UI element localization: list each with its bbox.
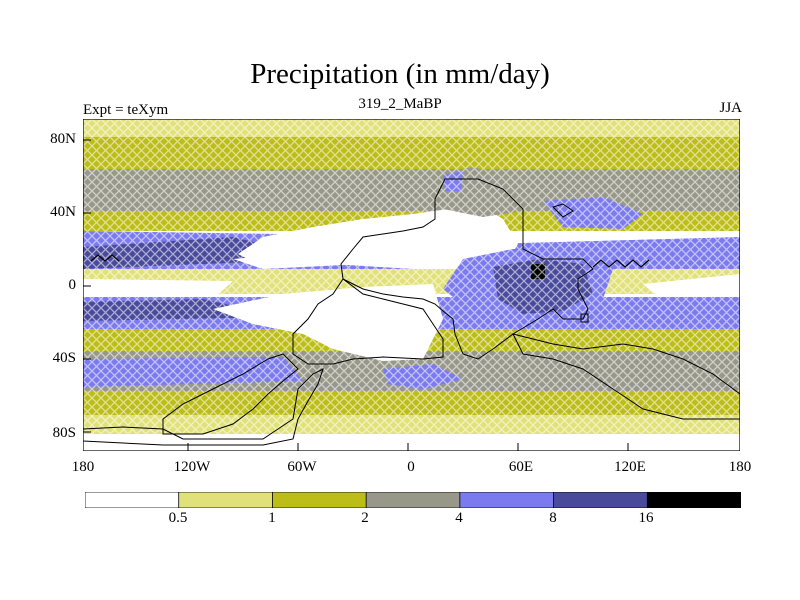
lat-tick-80n: 80N — [50, 131, 76, 147]
lon-tick-60w: 60W — [287, 459, 317, 475]
colorbar-label-8: 8 — [549, 510, 557, 526]
outline-southwest-coast — [83, 368, 324, 446]
colorbar-swatch — [646, 492, 741, 508]
lon-tick-180e: 180 — [728, 459, 752, 475]
lon-tick-120w: 120W — [173, 459, 211, 475]
time-label: 319_2_MaBP — [358, 96, 442, 112]
outline-south-island — [580, 313, 589, 323]
outline-north-island — [552, 203, 574, 218]
colorbar-label-16: 16 — [638, 510, 654, 526]
lat-tick-80s: 80S — [52, 425, 76, 441]
colorbar-label-1: 1 — [268, 510, 276, 526]
lon-tick-120e: 120E — [614, 459, 646, 475]
colorbar — [85, 492, 741, 508]
outline-south-continent — [292, 278, 444, 365]
lat-tick-40s: 40S — [52, 350, 76, 366]
map-title: Precipitation (in mm/day) — [250, 58, 550, 90]
lon-tick-0: 0 — [407, 459, 415, 475]
colorbar-swatch — [272, 492, 367, 508]
colorbar-swatch — [85, 492, 180, 508]
precipitation-map — [83, 119, 740, 451]
colorbar-label-4: 4 — [455, 510, 463, 526]
colorbar-swatch — [553, 492, 648, 508]
experiment-label: Expt = teXym — [83, 102, 169, 118]
season-label: JJA — [719, 100, 742, 116]
outline-east-continent — [512, 333, 740, 420]
colorbar-label-0-5: 0.5 — [168, 510, 188, 526]
colorbar-swatch — [365, 492, 461, 508]
outline-north-continent — [340, 178, 594, 360]
lon-tick-60e: 60E — [508, 459, 534, 475]
lat-tick-40n: 40N — [50, 204, 76, 220]
colorbar-swatch — [459, 492, 555, 508]
colorbar-swatch — [178, 492, 274, 508]
lat-tick-0: 0 — [68, 277, 77, 293]
outline-west-strip — [162, 353, 299, 435]
colorbar-label-2: 2 — [361, 510, 369, 526]
lon-tick-180w: 180 — [71, 459, 95, 475]
